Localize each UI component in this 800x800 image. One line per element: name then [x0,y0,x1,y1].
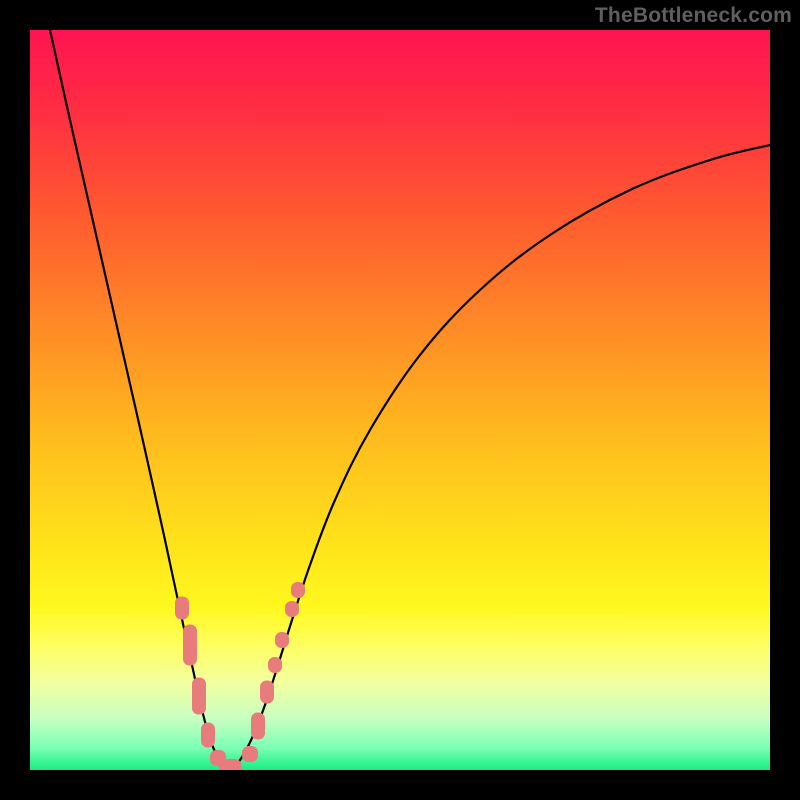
data-marker [219,760,241,773]
data-marker [292,583,305,598]
data-marker [202,723,215,747]
data-marker [269,658,282,673]
data-marker [252,713,265,739]
bottleneck-curve-chart [0,0,800,800]
data-marker [176,597,189,619]
chart-frame: TheBottleneck.com [0,0,800,800]
data-marker [243,747,258,762]
data-marker [276,633,289,648]
watermark-text: TheBottleneck.com [595,4,792,28]
data-marker [193,678,206,714]
data-marker [184,625,197,665]
data-marker [286,602,299,617]
plot-background [30,30,770,770]
data-marker [261,681,274,703]
